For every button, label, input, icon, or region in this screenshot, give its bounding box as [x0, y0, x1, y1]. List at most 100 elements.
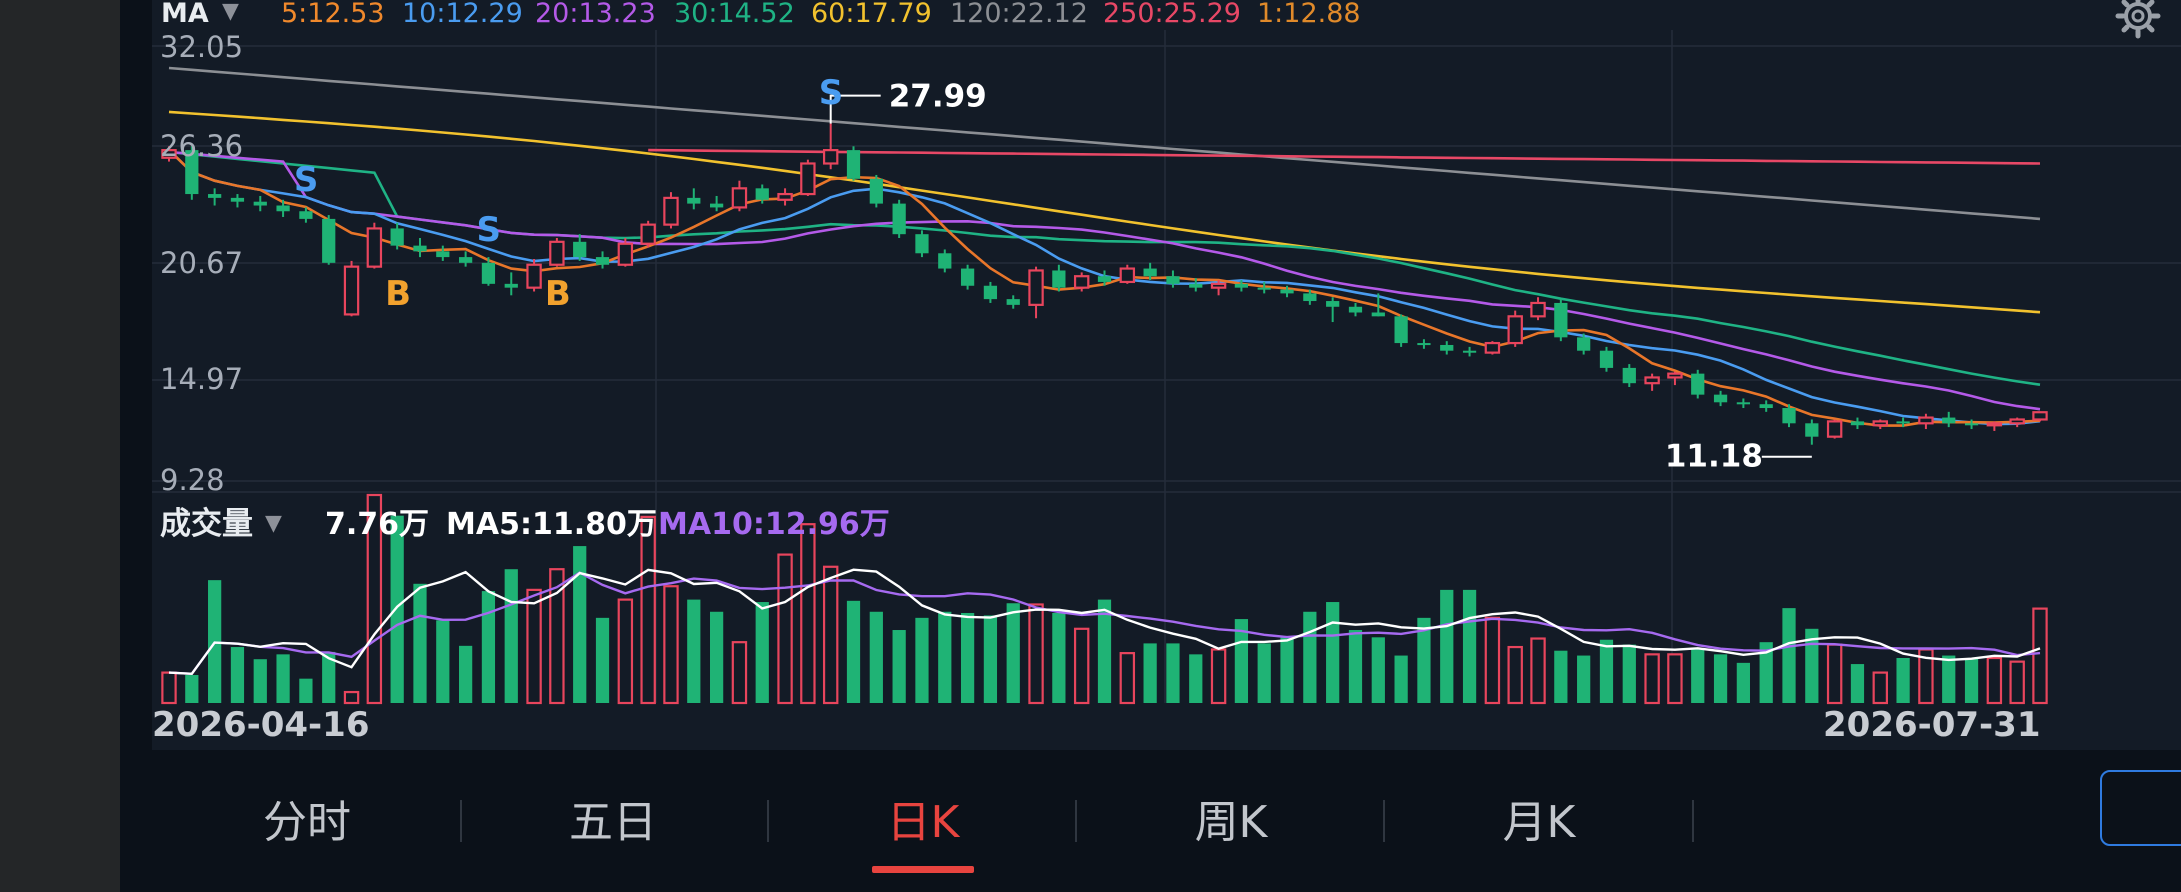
volume-bar-up: [549, 568, 565, 705]
candle-down: [185, 150, 199, 195]
candle-up: [777, 192, 793, 201]
volume-bar-down: [1280, 636, 1294, 703]
candle-down: [1599, 350, 1614, 368]
volume-bar-down: [1143, 643, 1157, 703]
volume-bar-down: [1257, 643, 1271, 703]
candle-up: [526, 263, 542, 289]
volume-ma5: MA5:11.80万: [446, 507, 657, 542]
volume-bar-down: [573, 546, 587, 703]
candle-up: [343, 265, 360, 316]
gear-icon[interactable]: [2110, 0, 2166, 44]
ma-legend: MA ▼ 5:12.53 10:12.29 20:13.23 30:14.52 …: [161, 0, 1361, 29]
chart-labels: 27.99 11.18 S S S B B: [294, 73, 1812, 475]
volume-bar-down: [1691, 648, 1705, 703]
candle-down: [1942, 417, 1956, 424]
volume-bar-up: [161, 671, 177, 705]
candle-down: [1462, 350, 1477, 353]
candle-down: [1234, 283, 1249, 288]
volume-bar-up: [1530, 637, 1546, 705]
candle-down: [1006, 299, 1020, 305]
ma20-label: 20:13.23: [535, 0, 656, 29]
price-tick-4: 14.97: [160, 362, 243, 396]
tab-separator: [1692, 800, 1694, 842]
volume-bar-down: [390, 515, 404, 703]
volume-bar-up: [663, 585, 679, 705]
candle-down: [1759, 404, 1773, 409]
candle-up: [731, 187, 748, 209]
volume-bar-down: [1326, 602, 1340, 703]
price-tick-2: 26.36: [160, 129, 243, 163]
tab-daily-k[interactable]: 日K: [886, 797, 960, 848]
volume-header: 成交量 ▼ 7.76万 MA5:11.80万 MA10:12.96万: [160, 506, 890, 542]
volume-bar-down: [481, 591, 496, 703]
candle-down: [230, 197, 245, 202]
volume-bar-down: [1782, 608, 1796, 703]
volume-bar-up: [1644, 653, 1660, 705]
volume-bar-up: [800, 523, 816, 705]
period-tabbar: [120, 750, 2181, 892]
candle-down: [1143, 268, 1157, 277]
tab-separator: [1075, 800, 1077, 842]
volume-bar-down: [1462, 589, 1477, 703]
volume-bar-up: [1872, 671, 1888, 705]
candle-down: [755, 188, 769, 200]
ma10-label: 10:12.29: [402, 0, 523, 29]
candle-up: [1484, 341, 1501, 354]
ma30-label: 30:14.52: [674, 0, 795, 29]
candles: [161, 123, 2048, 445]
candle-down: [1417, 343, 1431, 346]
volume-bar-up: [1484, 616, 1501, 705]
volume-bar-down: [1964, 657, 1979, 703]
candle-down: [1166, 276, 1180, 284]
volume-bar-down: [846, 600, 861, 703]
volume-title: 成交量: [160, 506, 253, 542]
volume-bar-up: [1210, 648, 1227, 705]
candle-down: [846, 150, 861, 179]
candle-down: [573, 241, 587, 258]
volume-bar-up: [1507, 645, 1523, 705]
volume-ma-lines: [168, 568, 2041, 676]
tab-intraday[interactable]: 分时: [263, 797, 351, 848]
volume-bar-down: [504, 569, 518, 703]
candle-down: [595, 257, 610, 265]
tab-monthly-k[interactable]: 月K: [1502, 797, 1576, 848]
volume-bar-down: [1713, 654, 1728, 703]
volume-bar-down: [1850, 664, 1865, 703]
candle-up: [1918, 416, 1934, 425]
candle-down: [892, 203, 906, 235]
candle-down: [413, 245, 427, 252]
volume-bar-down: [1736, 662, 1750, 703]
volume-bar-down: [1896, 657, 1910, 703]
buy-signal: B: [385, 274, 411, 314]
tab-weekly-k[interactable]: 周K: [1194, 797, 1268, 848]
ma30-line: [168, 150, 2041, 386]
high-marker-line: [829, 94, 881, 124]
volume-bar-down: [1440, 589, 1454, 703]
candle-down: [687, 197, 701, 204]
sell-signal: S: [819, 73, 844, 113]
expand-button[interactable]: [2100, 770, 2181, 846]
candle-down: [869, 178, 883, 204]
volume-bar-down: [436, 620, 450, 703]
low-label: 11.18: [1665, 439, 1763, 475]
candle-up: [366, 227, 383, 268]
volume-bar-down: [1622, 644, 1636, 703]
candle-up: [1119, 267, 1136, 284]
volume-bar-down: [1371, 637, 1385, 703]
volume-bar-down: [413, 583, 427, 703]
ma60-line: [168, 110, 2041, 314]
candle-down: [1805, 423, 1819, 437]
candle-down: [299, 211, 313, 219]
tab-five-day[interactable]: 五日: [569, 797, 657, 848]
candle-down: [960, 268, 975, 286]
volume-bar-down: [892, 630, 906, 703]
left-gutter: [0, 0, 120, 892]
candle-down: [436, 251, 450, 258]
volume-bar-up: [2032, 607, 2048, 705]
candle-up: [822, 149, 839, 165]
volume-bar-up: [1028, 603, 1044, 705]
candle-up: [800, 162, 816, 196]
candle-down: [1257, 287, 1271, 290]
candle-up: [617, 242, 634, 266]
